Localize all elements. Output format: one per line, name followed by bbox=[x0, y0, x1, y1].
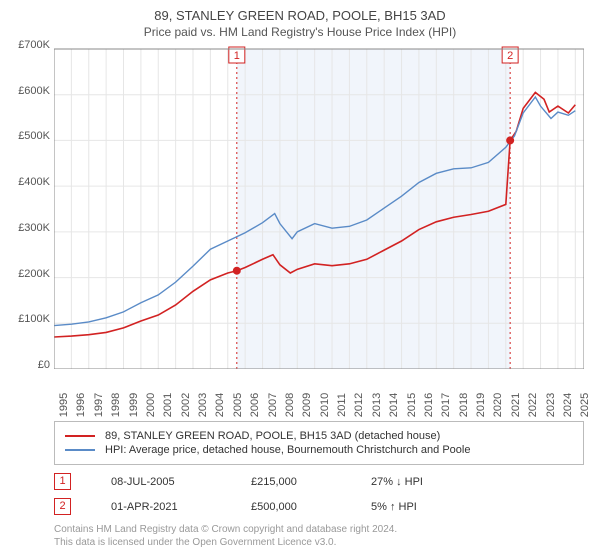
x-axis: 1995 1996 1997 1998 1999 2000 2001 2002 2003 2004… bbox=[54, 369, 584, 415]
x-tick-label: 2001 bbox=[162, 393, 174, 417]
x-tick-label: 1995 bbox=[58, 393, 70, 417]
x-tick-label: 2008 bbox=[284, 393, 296, 417]
legend-item: 89, STANLEY GREEN ROAD, POOLE, BH15 3AD … bbox=[65, 430, 573, 442]
marker-delta: 5% ↑ HPI bbox=[371, 501, 417, 513]
legend-item: HPI: Average price, detached house, Bour… bbox=[65, 444, 573, 456]
x-tick-label: 2009 bbox=[301, 393, 313, 417]
y-axis: £0£100K£200K£300K£400K£500K£600K£700K bbox=[10, 45, 54, 365]
x-tick-label: 2017 bbox=[440, 393, 452, 417]
x-tick-label: 2013 bbox=[371, 393, 383, 417]
legend-label: HPI: Average price, detached house, Bour… bbox=[105, 444, 470, 456]
y-tick-label: £0 bbox=[38, 359, 50, 371]
y-tick-label: £200K bbox=[18, 268, 50, 280]
x-tick-label: 1999 bbox=[128, 393, 140, 417]
x-tick-label: 2016 bbox=[423, 393, 435, 417]
x-tick-label: 2007 bbox=[267, 393, 279, 417]
marker-date: 08-JUL-2005 bbox=[111, 476, 211, 488]
line-chart-svg: 12 bbox=[54, 45, 584, 369]
footer-attribution: Contains HM Land Registry data © Crown c… bbox=[54, 523, 590, 549]
x-tick-label: 2012 bbox=[353, 393, 365, 417]
x-tick-label: 1996 bbox=[75, 393, 87, 417]
marker-row: 1 08-JUL-2005 £215,000 27% ↓ HPI bbox=[54, 473, 590, 490]
x-tick-label: 2019 bbox=[475, 393, 487, 417]
x-tick-label: 2003 bbox=[197, 393, 209, 417]
marker-badge: 2 bbox=[54, 498, 71, 515]
x-tick-label: 2010 bbox=[319, 393, 331, 417]
svg-text:1: 1 bbox=[234, 50, 240, 62]
x-tick-label: 2015 bbox=[406, 393, 418, 417]
marker-badge: 1 bbox=[54, 473, 71, 490]
x-tick-label: 2000 bbox=[145, 393, 157, 417]
marker-price: £215,000 bbox=[251, 476, 331, 488]
y-tick-label: £300K bbox=[18, 222, 50, 234]
x-tick-label: 2022 bbox=[527, 393, 539, 417]
chart-container: 89, STANLEY GREEN ROAD, POOLE, BH15 3AD … bbox=[0, 0, 600, 560]
y-tick-label: £500K bbox=[18, 130, 50, 142]
legend-swatch bbox=[65, 435, 95, 437]
x-tick-label: 2011 bbox=[336, 393, 348, 417]
x-tick-label: 2014 bbox=[388, 393, 400, 417]
chart-subtitle: Price paid vs. HM Land Registry's House … bbox=[10, 25, 590, 39]
x-tick-label: 2006 bbox=[249, 393, 261, 417]
marker-table: 1 08-JUL-2005 £215,000 27% ↓ HPI 2 01-APR-202… bbox=[54, 473, 590, 515]
x-tick-label: 2020 bbox=[492, 393, 504, 417]
y-tick-label: £400K bbox=[18, 176, 50, 188]
legend-swatch bbox=[65, 449, 95, 451]
svg-text:2: 2 bbox=[507, 50, 513, 62]
y-tick-label: £100K bbox=[18, 313, 50, 325]
footer-line-2: This data is licensed under the Open Gov… bbox=[54, 536, 590, 549]
x-tick-label: 2023 bbox=[545, 393, 557, 417]
x-tick-label: 2005 bbox=[232, 393, 244, 417]
footer-line-1: Contains HM Land Registry data © Crown c… bbox=[54, 523, 590, 536]
marker-row: 2 01-APR-2021 £500,000 5% ↑ HPI bbox=[54, 498, 590, 515]
marker-price: £500,000 bbox=[251, 501, 331, 513]
x-tick-label: 2024 bbox=[562, 393, 574, 417]
x-tick-label: 2004 bbox=[214, 393, 226, 417]
marker-delta: 27% ↓ HPI bbox=[371, 476, 423, 488]
y-tick-label: £700K bbox=[18, 39, 50, 51]
x-tick-label: 2021 bbox=[510, 393, 522, 417]
x-tick-label: 1998 bbox=[110, 393, 122, 417]
legend-label: 89, STANLEY GREEN ROAD, POOLE, BH15 3AD … bbox=[105, 430, 440, 442]
title-block: 89, STANLEY GREEN ROAD, POOLE, BH15 3AD … bbox=[10, 8, 590, 39]
chart-area: £0£100K£200K£300K£400K£500K£600K£700K 12… bbox=[54, 45, 584, 415]
x-tick-label: 2018 bbox=[458, 393, 470, 417]
marker-date: 01-APR-2021 bbox=[111, 501, 211, 513]
chart-title: 89, STANLEY GREEN ROAD, POOLE, BH15 3AD bbox=[10, 8, 590, 23]
x-tick-label: 2025 bbox=[579, 393, 591, 417]
x-tick-label: 1997 bbox=[93, 393, 105, 417]
plot-background: 12 bbox=[54, 45, 584, 365]
x-tick-label: 2002 bbox=[180, 393, 192, 417]
y-tick-label: £600K bbox=[18, 85, 50, 97]
legend: 89, STANLEY GREEN ROAD, POOLE, BH15 3AD … bbox=[54, 421, 584, 465]
